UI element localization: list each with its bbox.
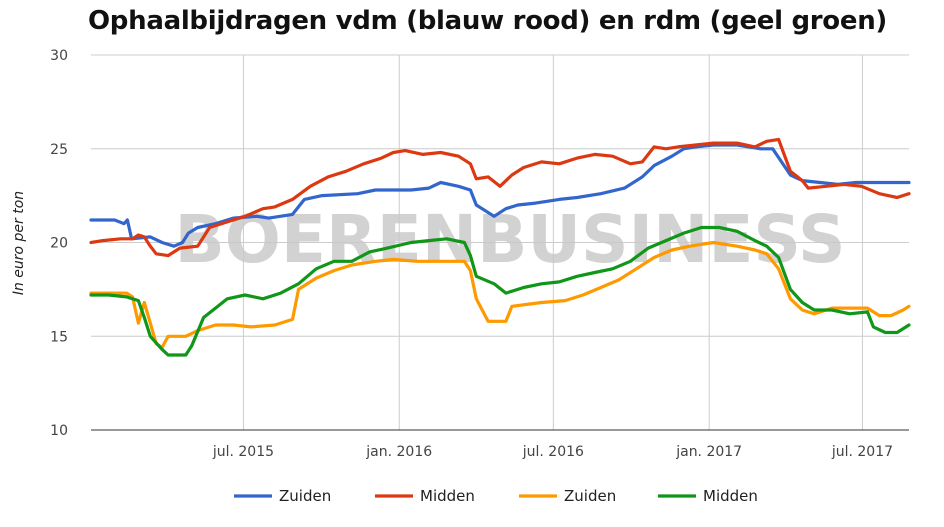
y-tick-label: 20 [50, 236, 68, 252]
x-tick-label: jul. 2015 [212, 444, 274, 460]
x-tick-label: jan. 2016 [365, 444, 432, 460]
y-axis-label: In euro per ton [11, 191, 27, 295]
y-tick-label: 10 [50, 423, 68, 439]
watermark: BOERENBUSINESS [174, 201, 845, 278]
legend: Zuiden Midden Zuiden Midden [234, 487, 758, 505]
y-tick-label: 25 [50, 142, 68, 158]
x-tick-labels: jul. 2015 jan. 2016 jul. 2016 jan. 2017 jul.… [212, 444, 893, 460]
series-lines [89, 137, 911, 357]
x-tick-label: jul. 2017 [831, 444, 893, 460]
legend-label: Midden [703, 487, 758, 505]
x-tick-label: jan. 2017 [675, 444, 742, 460]
series-line-2 [89, 137, 911, 258]
series-line-3 [89, 240, 911, 350]
legend-label: Midden [420, 487, 475, 505]
x-tick-label: jul. 2016 [522, 444, 584, 460]
legend-label: Zuiden [564, 487, 616, 505]
series-line-4 [89, 225, 911, 357]
chart-title: Ophaalbijdragen vdm (blauw rood) en rdm … [88, 6, 887, 36]
y-tick-label: 15 [50, 329, 68, 345]
y-tick-label: 30 [50, 48, 68, 64]
grid [91, 54, 909, 431]
legend-label: Zuiden [279, 487, 331, 505]
y-tick-labels: 10 15 20 25 30 [50, 48, 68, 439]
